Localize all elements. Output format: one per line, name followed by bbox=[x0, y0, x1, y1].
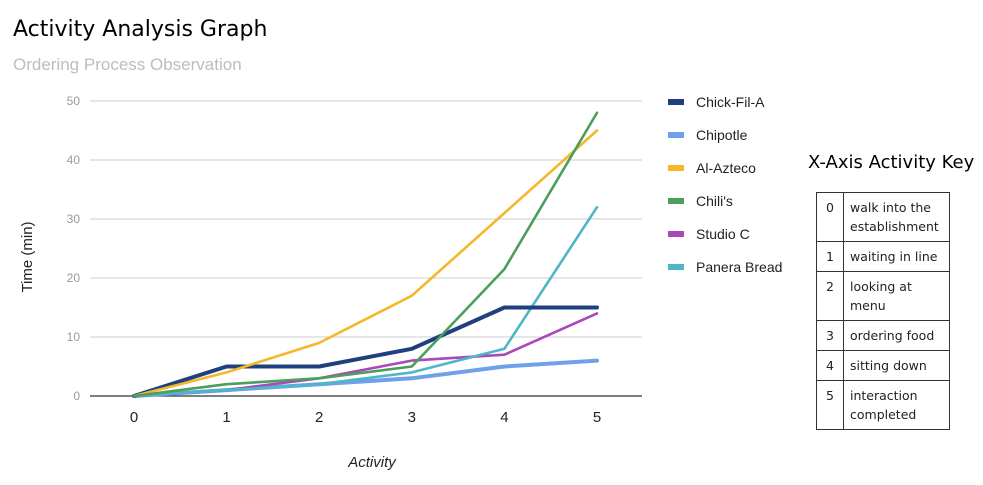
activity-key-row: 0 walk into the establishment bbox=[816, 192, 950, 242]
activity-key-number: 2 bbox=[816, 271, 844, 321]
legend-label: Al-Azteco bbox=[696, 160, 756, 176]
series-line-studio-c bbox=[132, 312, 599, 398]
y-tick-label: 30 bbox=[67, 212, 81, 226]
legend-swatch bbox=[668, 132, 684, 138]
legend-label: Panera Bread bbox=[696, 259, 782, 275]
activity-key-table: 0 walk into the establishment 1 waiting in … bbox=[816, 192, 950, 430]
activity-key-description: ordering food bbox=[843, 320, 950, 351]
y-tick-label: 20 bbox=[67, 271, 81, 285]
chart-subtitle: Ordering Process Observation bbox=[13, 55, 242, 74]
y-tick-label: 50 bbox=[67, 94, 81, 108]
legend-label: Chipotle bbox=[696, 127, 748, 143]
activity-key-number: 1 bbox=[816, 241, 844, 272]
x-tick-label: 4 bbox=[500, 409, 508, 426]
y-axis-ticks: 0 10 20 30 40 50 bbox=[67, 94, 81, 403]
legend-swatch bbox=[668, 99, 684, 105]
activity-key-row: 5 interaction completed bbox=[816, 380, 950, 430]
x-axis-ticks: 0 1 2 3 4 5 bbox=[130, 409, 601, 426]
activity-key-number: 0 bbox=[816, 192, 844, 242]
x-axis-label: Activity bbox=[347, 454, 397, 471]
series-line-al-azteco bbox=[132, 129, 599, 398]
activity-key-row: 3 ordering food bbox=[816, 320, 950, 351]
series-line-chick-fil-a bbox=[132, 305, 599, 398]
x-tick-label: 2 bbox=[315, 409, 323, 426]
activity-key-row: 2 looking at menu bbox=[816, 271, 950, 321]
legend-label: Chili's bbox=[696, 193, 733, 209]
x-tick-label: 1 bbox=[222, 409, 230, 426]
x-tick-label: 3 bbox=[408, 409, 416, 426]
legend: Chick-Fil-A Chipotle Al-Azteco Chili's Studi… bbox=[668, 94, 782, 275]
y-tick-label: 40 bbox=[67, 153, 81, 167]
series-line-chili-s bbox=[132, 111, 599, 398]
activity-key-row: 4 sitting down bbox=[816, 350, 950, 381]
series-line-panera-bread bbox=[132, 205, 599, 398]
activity-key-description: waiting in line bbox=[843, 241, 950, 272]
legend-label: Chick-Fil-A bbox=[696, 94, 765, 110]
legend-swatch bbox=[668, 165, 684, 171]
activity-key-description: looking at menu bbox=[843, 271, 950, 321]
activity-key-description: sitting down bbox=[843, 350, 950, 381]
x-tick-label: 0 bbox=[130, 409, 138, 426]
activity-key-description: interaction completed bbox=[843, 380, 950, 430]
legend-label: Studio C bbox=[696, 226, 750, 242]
legend-swatch bbox=[668, 264, 684, 270]
series-lines bbox=[132, 111, 599, 398]
legend-swatch bbox=[668, 231, 684, 237]
x-tick-label: 5 bbox=[593, 409, 601, 426]
chart-title: Activity Analysis Graph bbox=[13, 17, 267, 42]
activity-key-number: 4 bbox=[816, 350, 844, 381]
grid bbox=[90, 100, 642, 397]
activity-key-title: X-Axis Activity Key bbox=[808, 152, 975, 173]
y-axis-label: Time (min) bbox=[19, 221, 36, 292]
legend-swatch bbox=[668, 198, 684, 204]
activity-key-number: 3 bbox=[816, 320, 844, 351]
activity-key-number: 5 bbox=[816, 380, 844, 430]
activity-key-row: 1 waiting in line bbox=[816, 241, 950, 272]
y-tick-label: 0 bbox=[73, 389, 80, 403]
activity-key-description: walk into the establishment bbox=[843, 192, 950, 242]
y-tick-label: 10 bbox=[67, 330, 81, 344]
